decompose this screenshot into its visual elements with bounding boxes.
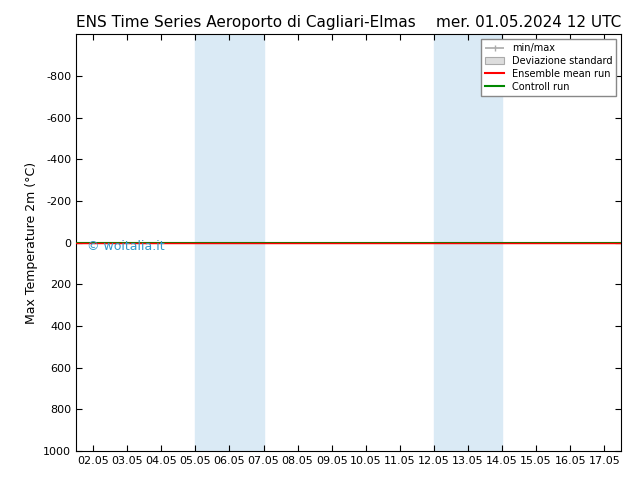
Text: © woitalia.it: © woitalia.it bbox=[87, 240, 165, 253]
Bar bbox=[434, 34, 502, 451]
Bar bbox=[195, 34, 264, 451]
Y-axis label: Max Temperature 2m (°C): Max Temperature 2m (°C) bbox=[25, 162, 37, 323]
Text: mer. 01.05.2024 12 UTC: mer. 01.05.2024 12 UTC bbox=[436, 15, 621, 30]
Text: ENS Time Series Aeroporto di Cagliari-Elmas: ENS Time Series Aeroporto di Cagliari-El… bbox=[76, 15, 416, 30]
Legend: min/max, Deviazione standard, Ensemble mean run, Controll run: min/max, Deviazione standard, Ensemble m… bbox=[481, 39, 616, 96]
